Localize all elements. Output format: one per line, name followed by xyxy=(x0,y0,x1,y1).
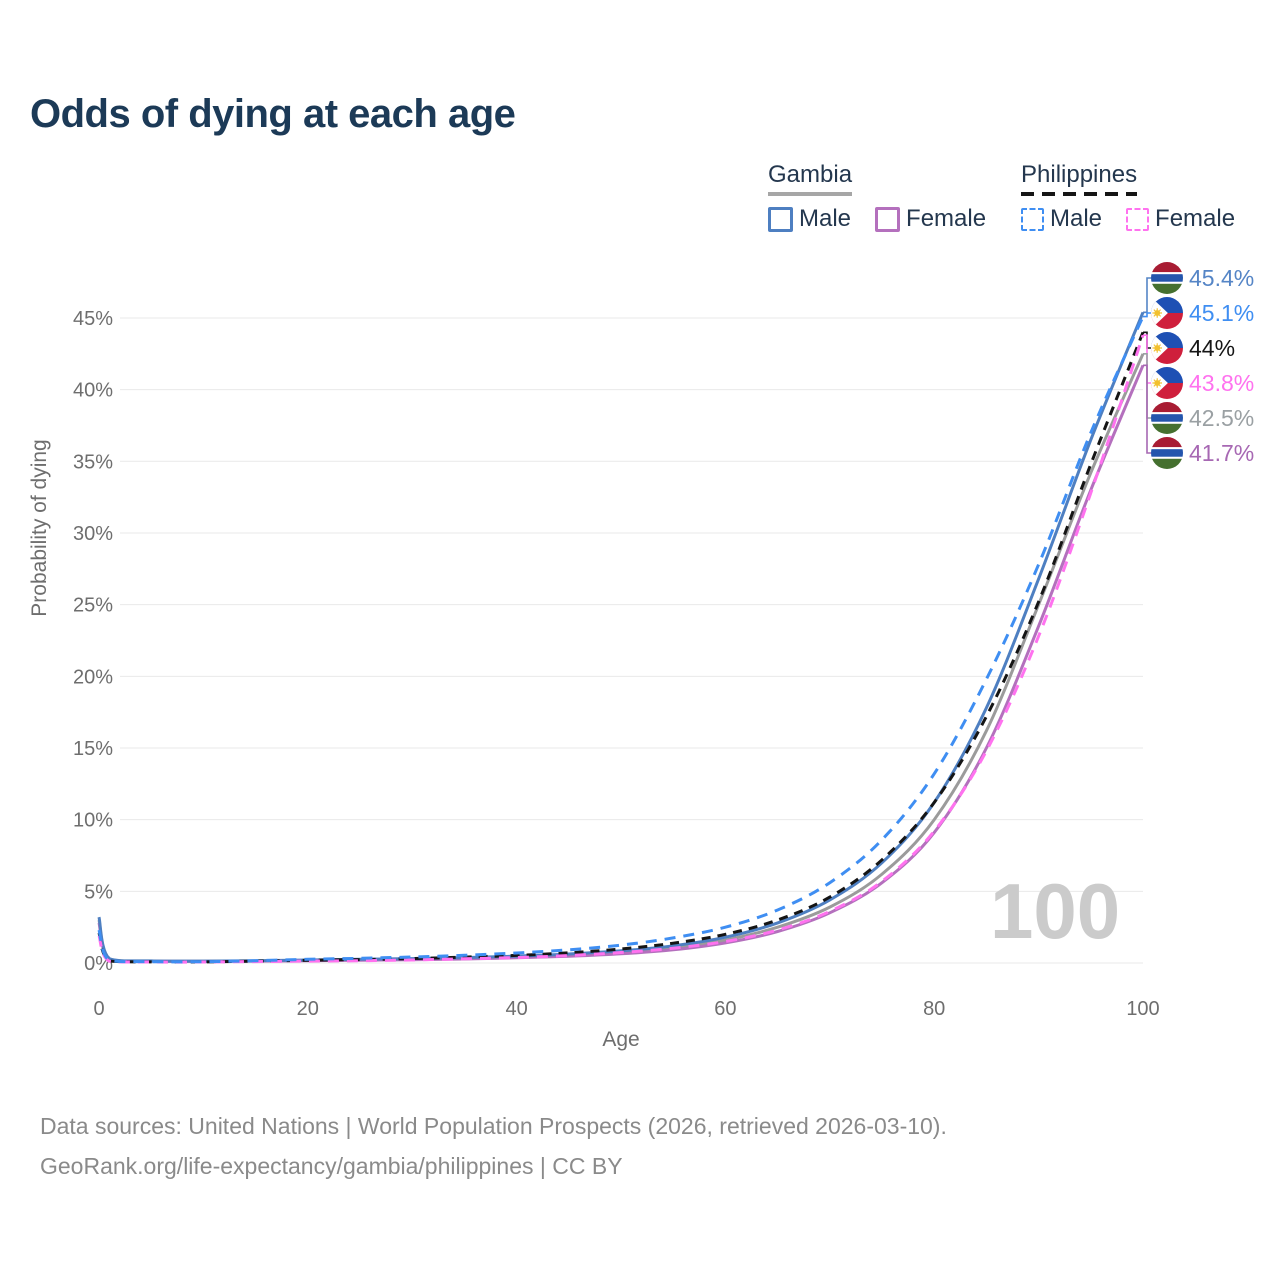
legend-country-philippines: Philippines xyxy=(1021,161,1138,196)
philippines-flag-icon xyxy=(1151,332,1183,364)
gambia-flag-icon xyxy=(1151,437,1183,469)
leader-lines xyxy=(1143,277,1151,454)
gambia-female-swatch-icon xyxy=(875,206,901,232)
y-tick-label: 45% xyxy=(73,308,113,330)
y-tick-label: 5% xyxy=(84,881,113,903)
end-label-row: 43.8% xyxy=(1151,366,1254,400)
philippines-flag-icon xyxy=(1151,367,1183,399)
x-tick-label: 80 xyxy=(923,998,945,1020)
y-tick-label: 40% xyxy=(73,380,113,402)
y-tick-label: 20% xyxy=(73,666,113,688)
y-tick-label: 30% xyxy=(73,523,113,545)
legend-item-label: Female xyxy=(1155,205,1236,232)
x-tick-label: 60 xyxy=(714,998,736,1020)
y-tick-label: 25% xyxy=(73,595,113,617)
legend-item-gambia-female[interactable]: Female xyxy=(875,205,986,233)
x-tick-label: 100 xyxy=(1126,998,1159,1020)
leader-line xyxy=(1143,277,1151,314)
legend-item-label: Male xyxy=(1050,205,1103,232)
legend-item-gambia-male[interactable]: Male xyxy=(768,205,851,233)
gambia-line-style-sample xyxy=(768,192,853,196)
gridlines xyxy=(120,317,1143,964)
x-axis-tick-labels: 0 20 40 60 80 100 xyxy=(93,998,1159,1020)
end-label-row: 45.1% xyxy=(1151,296,1254,330)
y-axis-tick-labels: 0%5%10%15%20%25%30%35%40%45% xyxy=(73,308,113,975)
series-line-gambia_male xyxy=(97,311,1145,963)
series-line-philippines_male xyxy=(97,315,1145,964)
x-axis-title: Age xyxy=(602,1028,639,1051)
series-line-philippines_total xyxy=(97,331,1145,964)
series-lines xyxy=(97,311,1145,964)
end-label-row: 44% xyxy=(1151,331,1235,365)
end-label-value: 43.8% xyxy=(1189,369,1255,396)
gambia-male-swatch-icon xyxy=(768,206,793,232)
leader-line xyxy=(1143,364,1151,454)
end-label-row: 41.7% xyxy=(1151,436,1254,470)
philippines-female-swatch-icon xyxy=(1126,207,1150,231)
legend-country-label: Philippines xyxy=(1021,161,1138,188)
end-label-value: 42.5% xyxy=(1189,404,1255,431)
y-tick-label: 35% xyxy=(73,451,113,473)
series-line-gambia_total xyxy=(97,353,1145,963)
x-tick-label: 20 xyxy=(297,998,319,1020)
philippines-male-swatch-icon xyxy=(1021,207,1044,231)
legend-items-gambia: Male Female xyxy=(768,205,986,233)
end-label-value: 41.7% xyxy=(1189,439,1255,466)
data-source-footer: Data sources: United Nations | World Pop… xyxy=(40,1106,947,1186)
page-title: Odds of dying at each age xyxy=(30,92,516,136)
gambia-flag-icon xyxy=(1151,262,1183,294)
legend-country-gambia: Gambia xyxy=(768,161,853,196)
end-label-value: 45.1% xyxy=(1189,299,1255,326)
legend-country-label: Gambia xyxy=(768,161,853,188)
end-label-row: 42.5% xyxy=(1151,401,1254,435)
legend-items-philippines: Male Female xyxy=(1021,205,1235,233)
footer-line-1: Data sources: United Nations | World Pop… xyxy=(40,1113,947,1139)
legend-group-philippines: Philippines Male Female xyxy=(1021,161,1235,233)
age-watermark: 100 xyxy=(990,867,1121,955)
series-line-philippines_female xyxy=(97,334,1145,964)
footer-line-2: GeoRank.org/life-expectancy/gambia/phili… xyxy=(40,1153,623,1179)
series-line-gambia_female xyxy=(97,364,1145,963)
legend-item-philippines-female[interactable]: Female xyxy=(1126,205,1235,233)
end-label-value: 44% xyxy=(1189,334,1236,361)
philippines-flag-icon xyxy=(1151,297,1183,329)
legend-item-label: Male xyxy=(799,205,852,232)
legend-item-philippines-male[interactable]: Male xyxy=(1021,205,1102,233)
gambia-flag-icon xyxy=(1151,402,1183,434)
y-axis-title: Probability of dying xyxy=(28,439,51,616)
end-label-row: 45.4% xyxy=(1151,261,1254,295)
philippines-line-style-sample xyxy=(1021,192,1138,196)
leader-line xyxy=(1143,312,1151,318)
legend-item-label: Female xyxy=(906,205,987,232)
x-tick-label: 0 xyxy=(93,998,104,1020)
y-tick-label: 15% xyxy=(73,738,113,760)
end-label-value: 45.4% xyxy=(1189,264,1255,291)
x-tick-label: 40 xyxy=(505,998,527,1020)
legend-group-gambia: Gambia Male Female xyxy=(768,161,986,233)
y-tick-label: 10% xyxy=(73,810,113,832)
